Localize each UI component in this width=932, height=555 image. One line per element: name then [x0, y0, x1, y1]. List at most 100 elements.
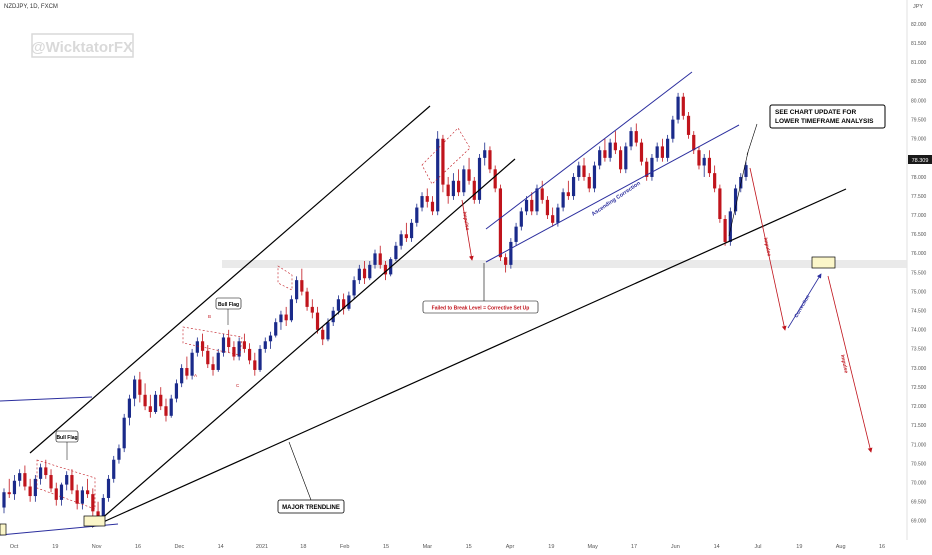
- candle-body: [279, 314, 283, 323]
- y-tick-label: 77.500: [911, 194, 927, 200]
- x-tick-label: Oct: [10, 544, 19, 550]
- candle-body: [415, 207, 419, 223]
- candle-body: [49, 475, 53, 489]
- candle-body: [315, 312, 320, 330]
- candle-body: [258, 348, 262, 370]
- candle-body: [373, 253, 377, 265]
- candle-body: [639, 142, 644, 162]
- candle-body: [180, 368, 184, 384]
- failed-break-label: Failed to Break Level = Corrective Set U…: [432, 306, 530, 312]
- bull-flag-2-callout: Bull Flag: [215, 297, 242, 325]
- candle: [279, 310, 283, 330]
- candle: [530, 192, 534, 216]
- chart-update-line2: LOWER TIMEFRAME ANALYSIS: [775, 118, 874, 125]
- candle-body: [174, 383, 179, 399]
- candle-body: [127, 398, 132, 418]
- y-tick-label: 81.000: [911, 60, 927, 66]
- candle: [70, 469, 74, 495]
- candle-body: [169, 398, 173, 416]
- candle-body: [23, 473, 27, 487]
- candle-body: [509, 241, 513, 265]
- candle-body: [211, 364, 215, 370]
- candle-body: [18, 473, 22, 481]
- candle: [457, 169, 461, 197]
- ascending-channel-upper: [485, 71, 693, 230]
- candle: [106, 475, 111, 502]
- candle: [733, 184, 738, 216]
- candle-body: [80, 490, 84, 504]
- candle: [117, 444, 121, 464]
- x-tick-label: May: [587, 544, 598, 550]
- y-tick-label: 72.500: [911, 385, 927, 391]
- candle: [12, 475, 17, 500]
- correction-arrow: [787, 273, 822, 329]
- candle: [634, 123, 638, 147]
- candle-body: [227, 337, 231, 348]
- candle: [383, 261, 388, 281]
- candle-body: [7, 492, 11, 495]
- candle-body: [618, 150, 623, 170]
- candle-body: [263, 341, 267, 349]
- y-tick-label: 72.000: [911, 404, 927, 410]
- y-tick-label: 81.500: [911, 41, 927, 47]
- candle: [488, 146, 492, 174]
- impulse-2-arrow: [749, 167, 787, 331]
- left-edge-box: [0, 523, 7, 536]
- candle-body: [524, 199, 529, 212]
- candle-body: [420, 196, 424, 208]
- candle-body: [106, 478, 111, 498]
- candle: [404, 222, 408, 242]
- candle-body: [91, 494, 95, 512]
- x-tick-label: 16: [879, 544, 885, 550]
- candle: [681, 92, 685, 120]
- candle-body: [221, 337, 226, 353]
- candle-body: [488, 150, 492, 170]
- x-tick-label: 2021: [256, 544, 268, 550]
- candle-body: [608, 142, 612, 158]
- candle: [190, 348, 194, 380]
- candle-body: [540, 188, 544, 200]
- candle: [274, 318, 278, 338]
- candle: [143, 383, 147, 411]
- candle: [133, 375, 137, 407]
- wave-label-c: C: [236, 383, 240, 388]
- candle-body: [629, 131, 633, 147]
- candle-body: [70, 475, 74, 491]
- y-tick-label: 78.000: [911, 175, 927, 181]
- y-tick-label: 73.000: [911, 366, 927, 372]
- candle: [436, 131, 440, 216]
- x-tick-label: Jul: [754, 544, 761, 550]
- candle-body: [326, 322, 330, 340]
- candle: [342, 293, 346, 315]
- candle-body: [143, 394, 147, 407]
- candle-body: [545, 199, 550, 216]
- candle: [315, 306, 320, 334]
- last-price-value: 78.309: [912, 158, 929, 164]
- candle: [483, 142, 487, 166]
- candle-body: [681, 96, 685, 116]
- candle-body: [535, 188, 539, 212]
- candle-body: [551, 215, 555, 223]
- candle-body: [530, 199, 534, 212]
- candle-body: [133, 379, 137, 399]
- candle: [211, 356, 215, 376]
- candle: [321, 326, 325, 346]
- candle-body: [352, 280, 356, 296]
- candle: [409, 219, 414, 242]
- candle-body: [253, 360, 257, 370]
- candle: [164, 398, 168, 422]
- y-tick-label: 79.500: [911, 117, 927, 123]
- candle-body: [232, 347, 236, 357]
- bull-flag-2-label: Bull Flag: [218, 302, 239, 308]
- candle-body: [383, 264, 388, 275]
- candle-body: [216, 352, 220, 370]
- candle: [587, 173, 591, 193]
- y-tick-label: 73.500: [911, 347, 927, 353]
- candle-body: [634, 131, 638, 143]
- candle-body: [613, 142, 617, 151]
- candle: [540, 180, 544, 204]
- candle-body: [112, 459, 116, 479]
- left-blue-line: [0, 396, 93, 402]
